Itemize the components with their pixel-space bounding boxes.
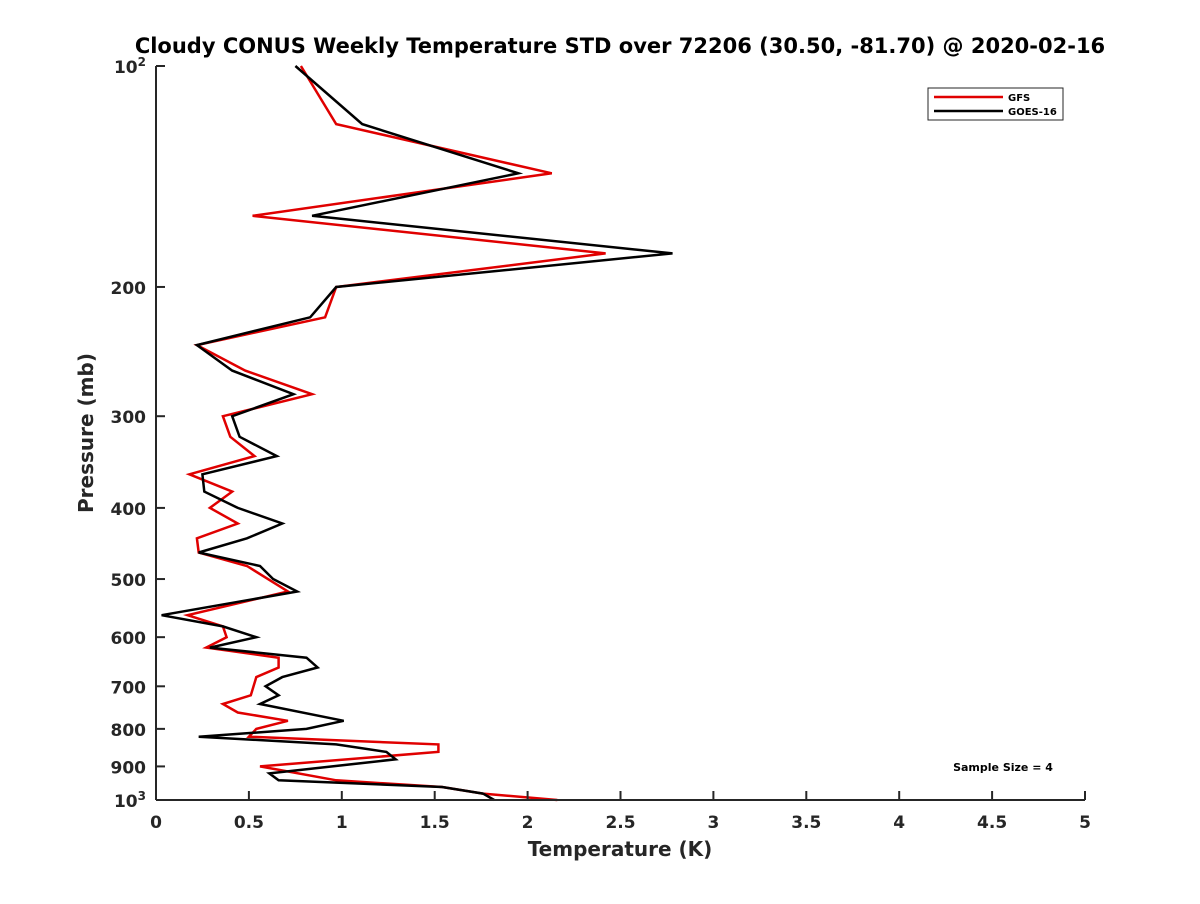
x-tick-label: 1.5: [420, 813, 450, 833]
y-tick-label: 900: [111, 758, 147, 778]
y-axis-label: Pressure (mb): [74, 353, 98, 513]
series-line-gfs: [182, 65, 606, 802]
x-tick-label: 1: [336, 813, 348, 833]
plot-lines: [161, 65, 673, 802]
series-line-goes-16: [161, 65, 673, 802]
y-tick-label: 600: [111, 629, 147, 649]
x-tick-label: 4: [893, 813, 905, 833]
sample-size-annotation: Sample Size = 4: [953, 761, 1053, 774]
y-ticks: 102 200 300 400 500 600 700 800 900 103: [111, 55, 165, 812]
x-tick-label: 0: [150, 813, 162, 833]
y-tick-label: 102: [114, 55, 146, 78]
x-tick-label: 0.5: [234, 813, 264, 833]
legend: GFS GOES-16: [927, 87, 1064, 121]
x-tick-label: 3: [707, 813, 719, 833]
legend-label: GOES-16: [1008, 107, 1057, 118]
axes: [155, 66, 1085, 801]
y-tick-label: 500: [111, 571, 147, 591]
y-tick-label: 400: [111, 500, 147, 520]
x-tick-label: 3.5: [791, 813, 821, 833]
y-tick-label: 700: [111, 678, 147, 698]
chart-title: Cloudy CONUS Weekly Temperature STD over…: [135, 34, 1105, 58]
y-tick-label: 300: [111, 408, 147, 428]
legend-box: [927, 87, 1064, 121]
x-ticks: 0 0.5 1 1.5 2 2.5 3 3.5 4 4.5 5: [150, 791, 1091, 833]
x-tick-label: 4.5: [977, 813, 1007, 833]
y-tick-label: 103: [114, 789, 146, 812]
y-tick-label: 800: [111, 721, 147, 741]
x-tick-label: 5: [1079, 813, 1091, 833]
x-axis-label: Temperature (K): [528, 837, 713, 861]
y-tick-label: 200: [111, 279, 147, 299]
x-tick-label: 2: [522, 813, 534, 833]
legend-label: GFS: [1008, 93, 1030, 104]
x-tick-label: 2.5: [605, 813, 635, 833]
